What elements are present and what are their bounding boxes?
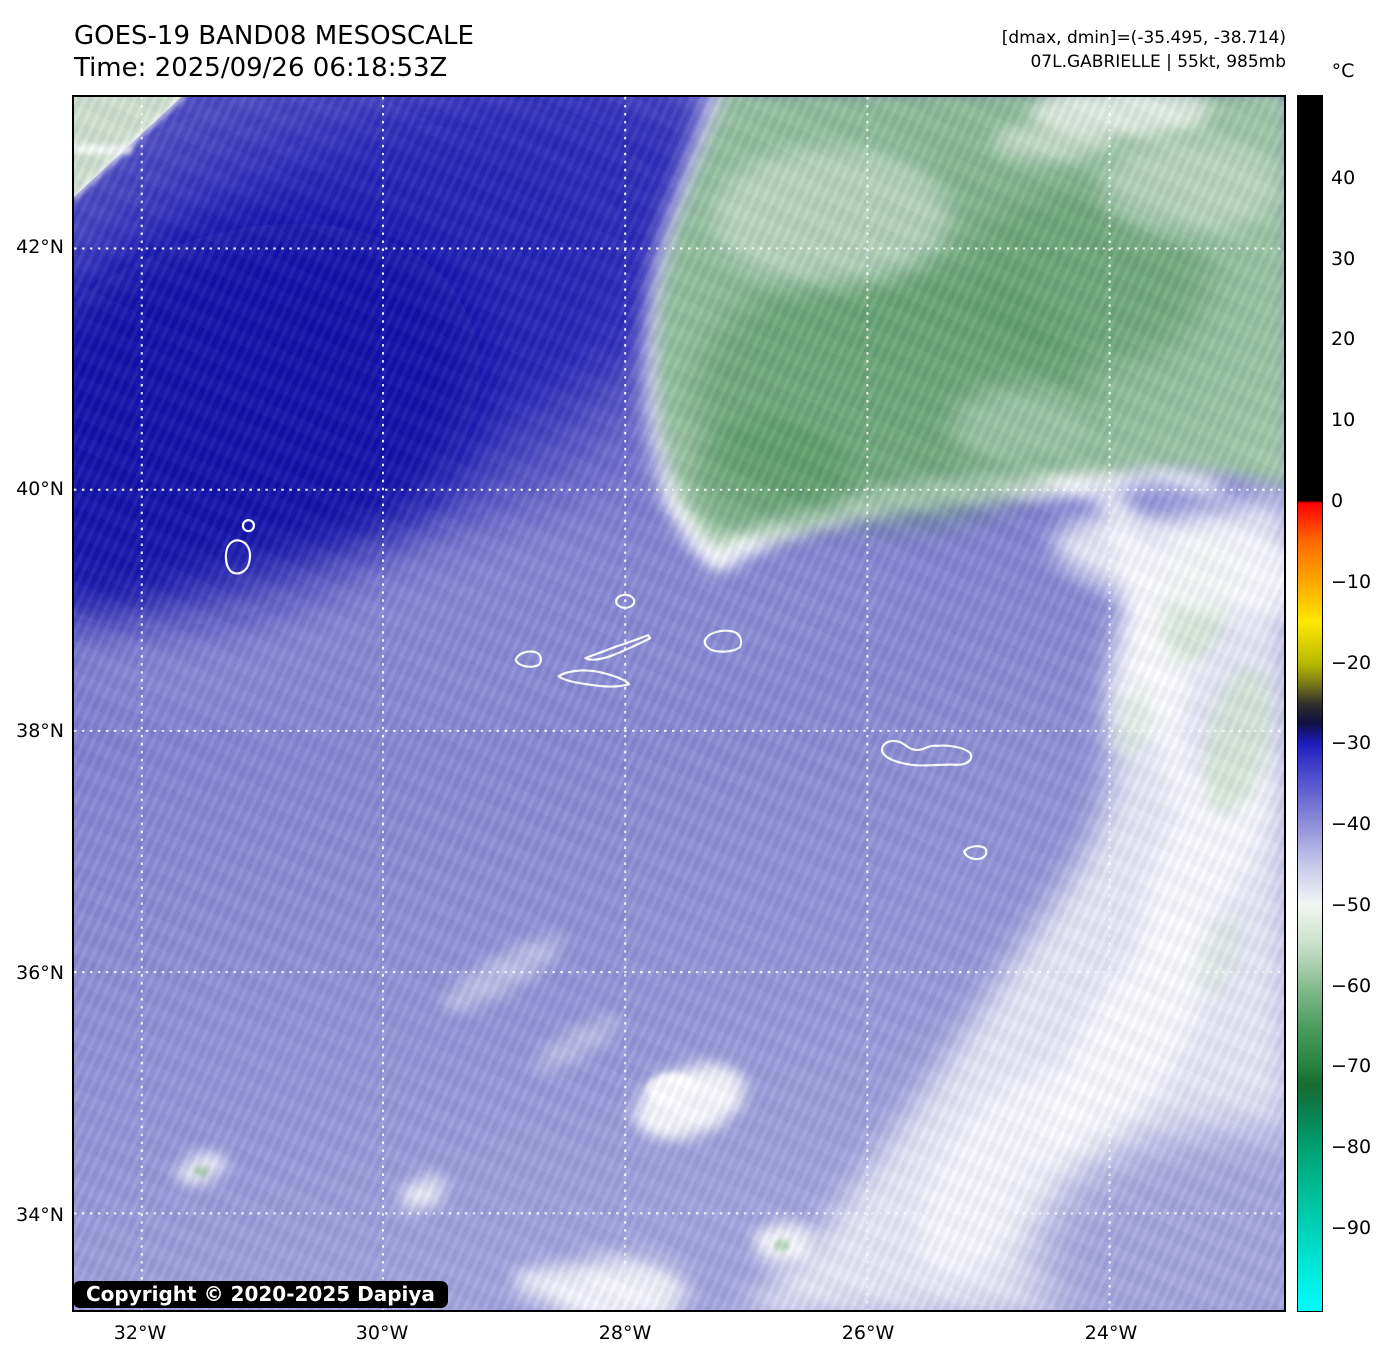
colorbar-tick-label: 40 [1331, 167, 1356, 189]
dmax-dmin-readout: [dmax, dmin]=(-35.495, -38.714) [1001, 28, 1286, 48]
colorbar-tick-label: −70 [1331, 1055, 1372, 1077]
lat-tick-label: 34°N [16, 1204, 64, 1226]
colorbar-tick-label: −50 [1331, 894, 1372, 916]
temperature-colorbar [1297, 95, 1323, 1312]
colorbar-tick-label: −40 [1331, 813, 1372, 835]
colorbar-tick-label: −30 [1331, 732, 1372, 754]
island-faial [514, 650, 542, 668]
green-dry-region [656, 97, 1284, 616]
colorbar-tick-label: −90 [1331, 1217, 1372, 1239]
title-block: GOES-19 BAND08 MESOSCALE Time: 2025/09/2… [74, 20, 474, 84]
colorbar-tick-label: −10 [1331, 571, 1372, 593]
storm-info: 07L.GABRIELLE | 55kt, 985mb [1030, 52, 1286, 72]
island-sao-miguel [880, 739, 973, 767]
island-santa-maria [962, 845, 988, 861]
info-block: [dmax, dmin]=(-35.495, -38.714) 07L.GABR… [900, 26, 1286, 74]
lat-tick-label: 42°N [16, 236, 64, 258]
lat-tick-label: 36°N [16, 962, 64, 984]
satellite-imagery [74, 97, 1284, 1310]
colorbar-tick-label: −80 [1331, 1136, 1372, 1158]
corner-dry-patch [74, 97, 186, 201]
lon-tick-label: 32°W [113, 1322, 167, 1344]
copyright-badge: Copyright © 2020-2025 Dapiya [73, 1281, 448, 1308]
timestamp: Time: 2025/09/26 06:18:53Z [74, 53, 448, 83]
lat-tick-label: 40°N [16, 478, 64, 500]
satellite-map [72, 95, 1286, 1312]
cloud-patches [176, 935, 814, 1310]
colorbar-tick-label: −60 [1331, 975, 1372, 997]
moist-ridge [76, 521, 910, 730]
page-title: GOES-19 BAND08 MESOSCALE [74, 21, 474, 51]
graticule-gridlines [74, 97, 1284, 1310]
light-moist-region [740, 494, 1284, 1310]
colorbar-tick-label: 20 [1331, 328, 1356, 350]
colorbar-tick-label: 0 [1331, 490, 1344, 512]
island-corvo [241, 519, 256, 533]
colorbar-tick-label: 10 [1331, 409, 1356, 431]
lon-tick-label: 24°W [1084, 1322, 1138, 1344]
colorbar-tick-label: −20 [1331, 652, 1372, 674]
lat-tick-label: 38°N [16, 720, 64, 742]
island-terceira [703, 629, 743, 653]
lon-tick-label: 26°W [841, 1322, 895, 1344]
island-pico [557, 669, 631, 688]
lon-tick-label: 28°W [598, 1322, 652, 1344]
dark-blue-band [74, 97, 756, 632]
colorbar-unit-label: °C [1331, 60, 1355, 82]
colorbar-tick-label: 30 [1331, 248, 1356, 270]
island-flores [224, 539, 252, 575]
lon-tick-label: 30°W [355, 1322, 409, 1344]
island-sao-jorge [584, 634, 652, 661]
